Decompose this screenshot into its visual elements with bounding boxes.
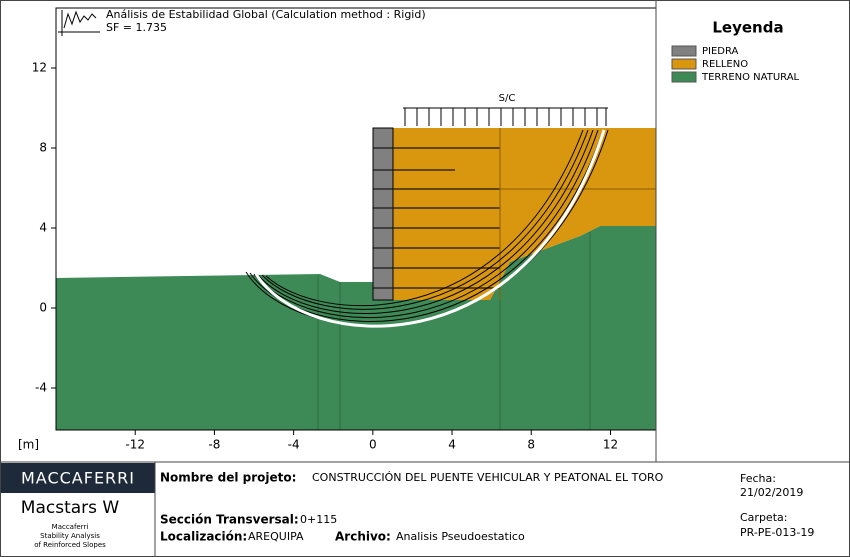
x-tick-label: 0 xyxy=(369,438,377,452)
location: AREQUIPA xyxy=(248,530,304,543)
brand: MACCAFERRI xyxy=(21,469,135,488)
product-sub: of Reinforced Slopes xyxy=(34,541,106,549)
fill xyxy=(393,128,656,300)
section: 0+115 xyxy=(300,513,337,526)
y-tick-label: 4 xyxy=(39,221,47,235)
legend-label: TERRENO NATURAL xyxy=(701,72,800,83)
stone-wall xyxy=(372,127,394,301)
x-tick-label: -8 xyxy=(208,438,220,452)
legend: PIEDRA RELLENO TERRENO NATURAL xyxy=(671,45,800,83)
x-tick-label: -12 xyxy=(125,438,145,452)
safety-factor: SF = 1.735 xyxy=(106,21,167,34)
legend-swatch xyxy=(671,71,697,83)
project: CONSTRUCCIÓN DEL PUENTE VEHICULAR Y PEAT… xyxy=(312,471,664,484)
slip-surfaces xyxy=(245,129,609,328)
terrain xyxy=(56,226,656,430)
legend-swatch xyxy=(671,58,697,70)
y-tick-label: 12 xyxy=(32,61,47,75)
legend-swatch xyxy=(671,45,697,57)
y-tick-label: 0 xyxy=(39,301,47,315)
plot-title: Análisis de Estabilidad Global (Calculat… xyxy=(106,8,426,21)
unit-label: [m] xyxy=(18,438,39,452)
brand-box xyxy=(1,463,155,493)
wall-blocks xyxy=(373,147,393,289)
x-tick-label: -4 xyxy=(288,438,300,452)
legend-title: Leyenda xyxy=(712,19,783,37)
file-label: Archivo: xyxy=(335,530,391,544)
date-label: Fecha: xyxy=(740,472,776,485)
project-label: Nombre del projeto: xyxy=(160,471,296,485)
sf-icon xyxy=(58,10,100,36)
terrain-lines xyxy=(317,232,591,430)
date: 21/02/2019 xyxy=(740,486,803,499)
legend-label: PIEDRA xyxy=(702,46,739,57)
location-label: Localización: xyxy=(160,530,247,544)
product-sub: Maccaferri xyxy=(52,523,89,531)
file: Analisis Pseudoestatico xyxy=(396,530,525,543)
x-tick-label: 8 xyxy=(527,438,535,452)
surcharge xyxy=(403,107,608,126)
product: Macstars W xyxy=(21,498,120,518)
legend-label: RELLENO xyxy=(702,59,748,70)
x-tick-label: 12 xyxy=(603,438,618,452)
y-tick-label: 8 xyxy=(39,141,47,155)
folder: PR-PE-013-19 xyxy=(740,526,814,539)
surcharge-label: S/C xyxy=(499,93,516,104)
y-tick-label: -4 xyxy=(35,381,47,395)
x-tick-label: 4 xyxy=(448,438,456,452)
folder-label: Carpeta: xyxy=(740,511,787,524)
product-sub: Stability Analysis xyxy=(40,532,100,540)
section-label: Sección Transversal: xyxy=(160,513,299,527)
